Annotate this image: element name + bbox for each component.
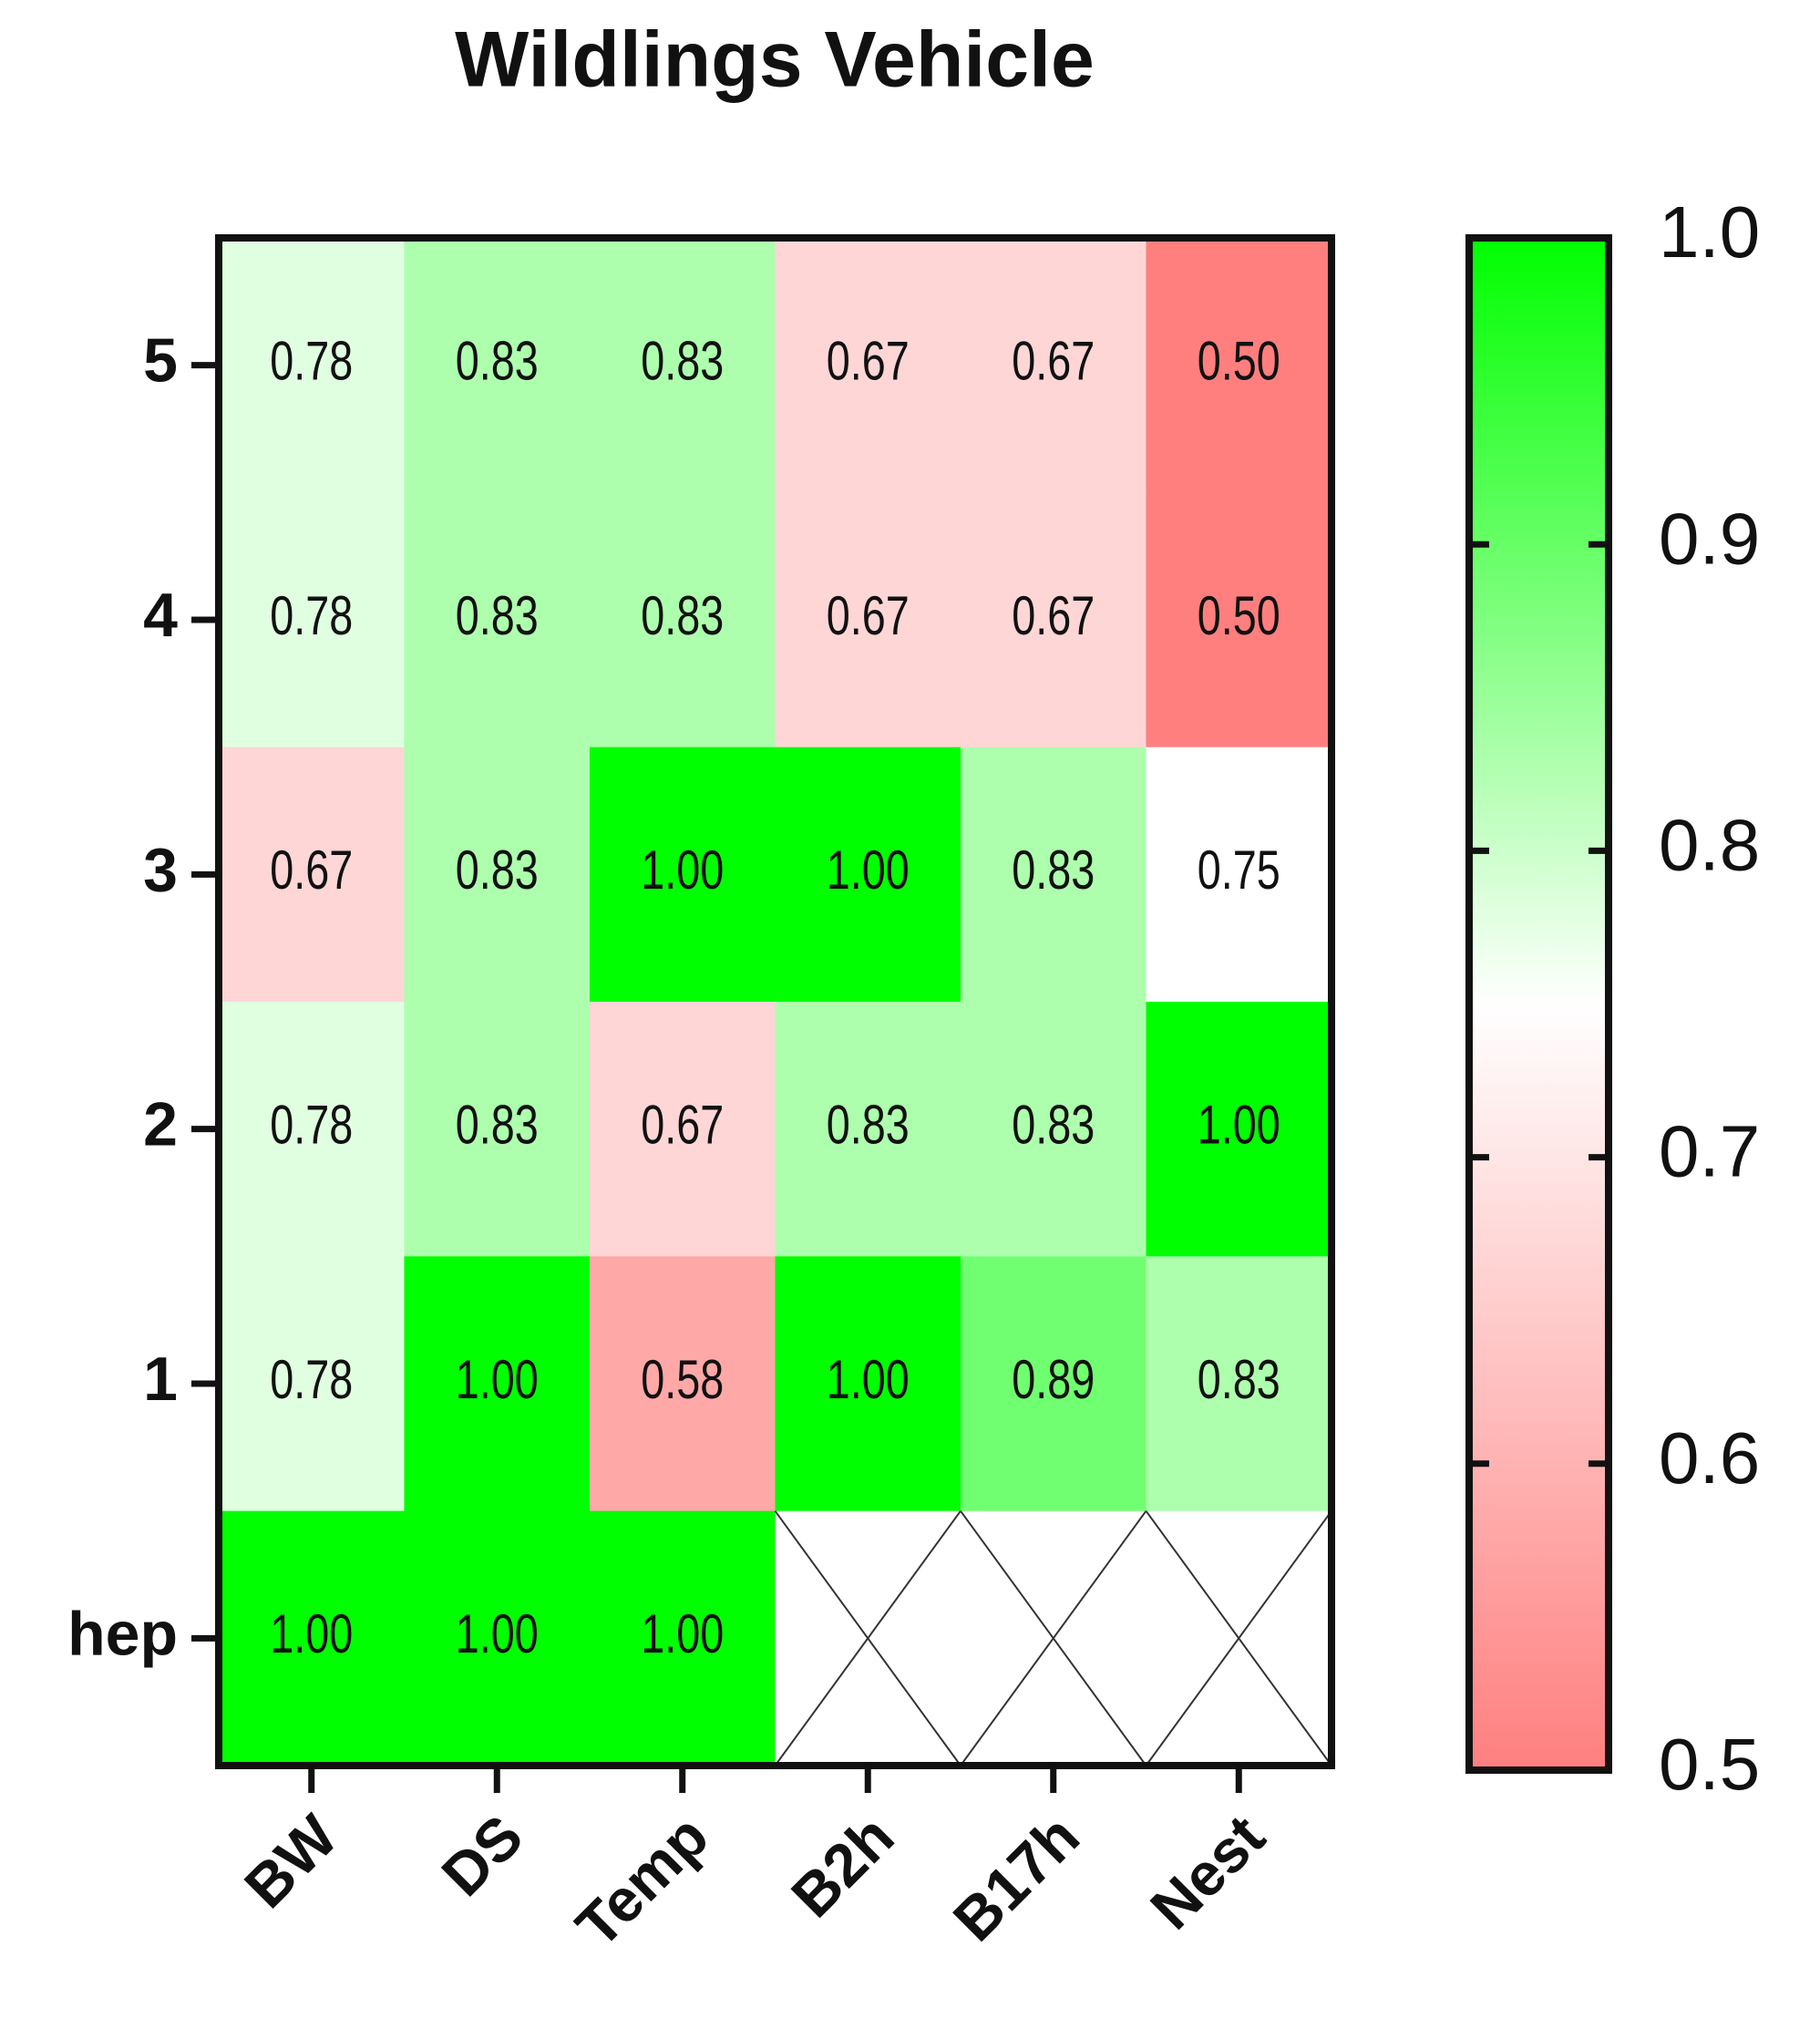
cell-label: 0.89: [1012, 1349, 1095, 1410]
cell-label: 0.67: [270, 840, 353, 901]
cell-label: 1.00: [456, 1349, 539, 1410]
heat-cell: [961, 1256, 1146, 1512]
cell-label: 0.78: [270, 1349, 353, 1410]
heat-cell: [1146, 1002, 1332, 1257]
heat-cell: [219, 747, 405, 1003]
y-tick-label: 5: [143, 326, 178, 396]
y-tick-label: 1: [143, 1344, 178, 1414]
heat-cell: [590, 1002, 776, 1257]
cell-label: 0.58: [641, 1349, 724, 1410]
cell-label: 0.67: [1012, 331, 1095, 392]
chart-title: Wildlings Vehicle: [455, 16, 1095, 104]
x-tick-label: Temp: [563, 1802, 721, 1960]
heat-cell: [961, 238, 1146, 493]
cell-label: 0.78: [270, 331, 353, 392]
y-tick-label: 2: [143, 1090, 178, 1159]
heat-cell: [219, 1002, 405, 1257]
x-tick-label: DS: [428, 1802, 535, 1909]
heat-cell: [404, 747, 591, 1003]
cell-label: 0.83: [641, 585, 724, 646]
cell-label: 0.83: [1198, 1349, 1280, 1410]
cell-label: 1.00: [270, 1604, 353, 1665]
heat-cell: [590, 1256, 776, 1512]
y-tick-label: 3: [143, 835, 178, 904]
heat-cell: [219, 238, 405, 493]
heat-cell: [961, 492, 1146, 748]
heat-cell: [775, 1002, 961, 1257]
colorbar: [1465, 234, 1612, 1774]
empty-cross: [960, 1510, 1147, 1766]
cell-label: 1.00: [641, 1604, 724, 1665]
heat-cell: [961, 747, 1146, 1003]
cell-label: 0.78: [270, 585, 353, 646]
cell-label: 0.83: [456, 840, 539, 901]
heat-cell: [1146, 238, 1332, 493]
cell-label: 0.78: [270, 1095, 353, 1156]
heat-cell: [1146, 747, 1332, 1003]
heat-cell: [404, 1002, 591, 1257]
plot-frame: [215, 234, 1335, 1769]
heat-cell: [219, 1510, 405, 1766]
heat-cell: [404, 492, 591, 748]
heat-cell: [404, 238, 591, 493]
colorbar-tick-label: 0.9: [1659, 498, 1760, 579]
colorbar-tick-label: 1.0: [1659, 191, 1760, 273]
heat-cell: [775, 492, 961, 748]
x-tick-label: B2h: [778, 1802, 906, 1930]
cell-label: 0.83: [1012, 1095, 1095, 1156]
heat-cell: [590, 1510, 776, 1766]
x-tick-label: Nest: [1137, 1802, 1277, 1941]
heat-cell: [590, 492, 776, 748]
empty-cross: [774, 1510, 961, 1766]
cell-label: 0.50: [1198, 331, 1280, 392]
cell-label: 0.83: [456, 1095, 539, 1156]
heat-cell: [590, 238, 776, 493]
cell-label: 0.67: [827, 585, 910, 646]
cell-label: 0.67: [641, 1095, 724, 1156]
colorbar-tick-label: 0.5: [1659, 1724, 1760, 1805]
cell-label: 1.00: [456, 1604, 539, 1665]
cell-label: 0.83: [641, 331, 724, 392]
heat-cell: [219, 1256, 405, 1512]
cell-label: 0.83: [1012, 840, 1095, 901]
cell-label: 0.83: [456, 331, 539, 392]
cell-label: 1.00: [1198, 1095, 1280, 1156]
heat-cell: [775, 747, 961, 1003]
colorbar-tick-label: 0.8: [1659, 805, 1760, 886]
cell-label: 0.75: [1198, 840, 1280, 901]
x-tick-label: BW: [231, 1801, 351, 1921]
cell-label: 1.00: [827, 840, 910, 901]
heat-cell: [404, 1510, 591, 1766]
cell-label: 1.00: [827, 1349, 910, 1410]
heat-cell: [961, 1002, 1146, 1257]
heat-cell: [404, 1256, 591, 1512]
cell-label: 0.67: [827, 331, 910, 392]
heat-cell: [1146, 1256, 1332, 1512]
x-tick-label: B17h: [941, 1802, 1092, 1953]
y-tick-label: hep: [67, 1599, 178, 1668]
y-tick-label: 4: [143, 581, 178, 650]
heat-cell: [590, 747, 776, 1003]
cell-label: 0.83: [827, 1095, 910, 1156]
cell-label: 0.83: [456, 585, 539, 646]
cell-label: 0.50: [1198, 585, 1280, 646]
cell-label: 0.67: [1012, 585, 1095, 646]
heat-cell: [775, 238, 961, 493]
heat-cell: [219, 492, 405, 748]
cell-label: 1.00: [641, 840, 724, 901]
colorbar-tick-label: 0.7: [1659, 1111, 1760, 1192]
heat-cell: [1146, 492, 1332, 748]
empty-cross: [1145, 1510, 1332, 1766]
heat-cell: [775, 1256, 961, 1512]
colorbar-tick-label: 0.6: [1659, 1417, 1760, 1499]
